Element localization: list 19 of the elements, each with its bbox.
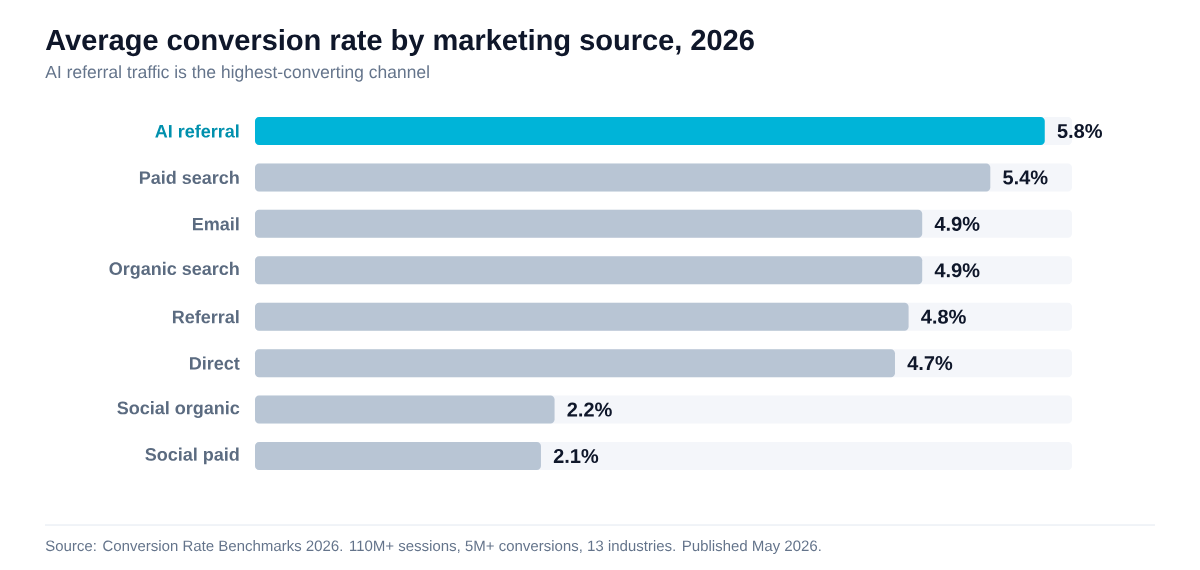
data-label: 4.9% [934, 263, 980, 278]
data-label: 4.8% [921, 309, 966, 324]
source-note: Source: Conversion Rate Benchmarks 2026. 110M+ sessions, 5M+ conversions, 13 industries. Published May 2026. [45, 540, 821, 555]
y-tick-label: AI referral [155, 124, 239, 138]
data-label: 5.4% [1003, 170, 1048, 185]
y-tick-label: Direct [189, 356, 240, 370]
y-tick-label: Paid search [139, 170, 239, 185]
y-tick-label: Email [192, 217, 239, 231]
data-label: 2.2% [567, 402, 612, 417]
data-label: 4.7% [907, 356, 953, 371]
chart-title: Average conversion rate by marketing source, 2026 [45, 28, 754, 57]
data-label: 5.8% [1057, 123, 1103, 139]
y-tick-label: Social organic [117, 401, 240, 418]
y-tick-label: Referral [172, 310, 239, 324]
chart-subtitle: AI referral traffic is the highest-converting channel [45, 65, 429, 82]
y-tick-label: Social paid [145, 447, 239, 465]
data-label: 2.1% [553, 448, 599, 464]
data-label: 4.9% [934, 216, 980, 231]
y-tick-label: Organic search [109, 261, 239, 279]
